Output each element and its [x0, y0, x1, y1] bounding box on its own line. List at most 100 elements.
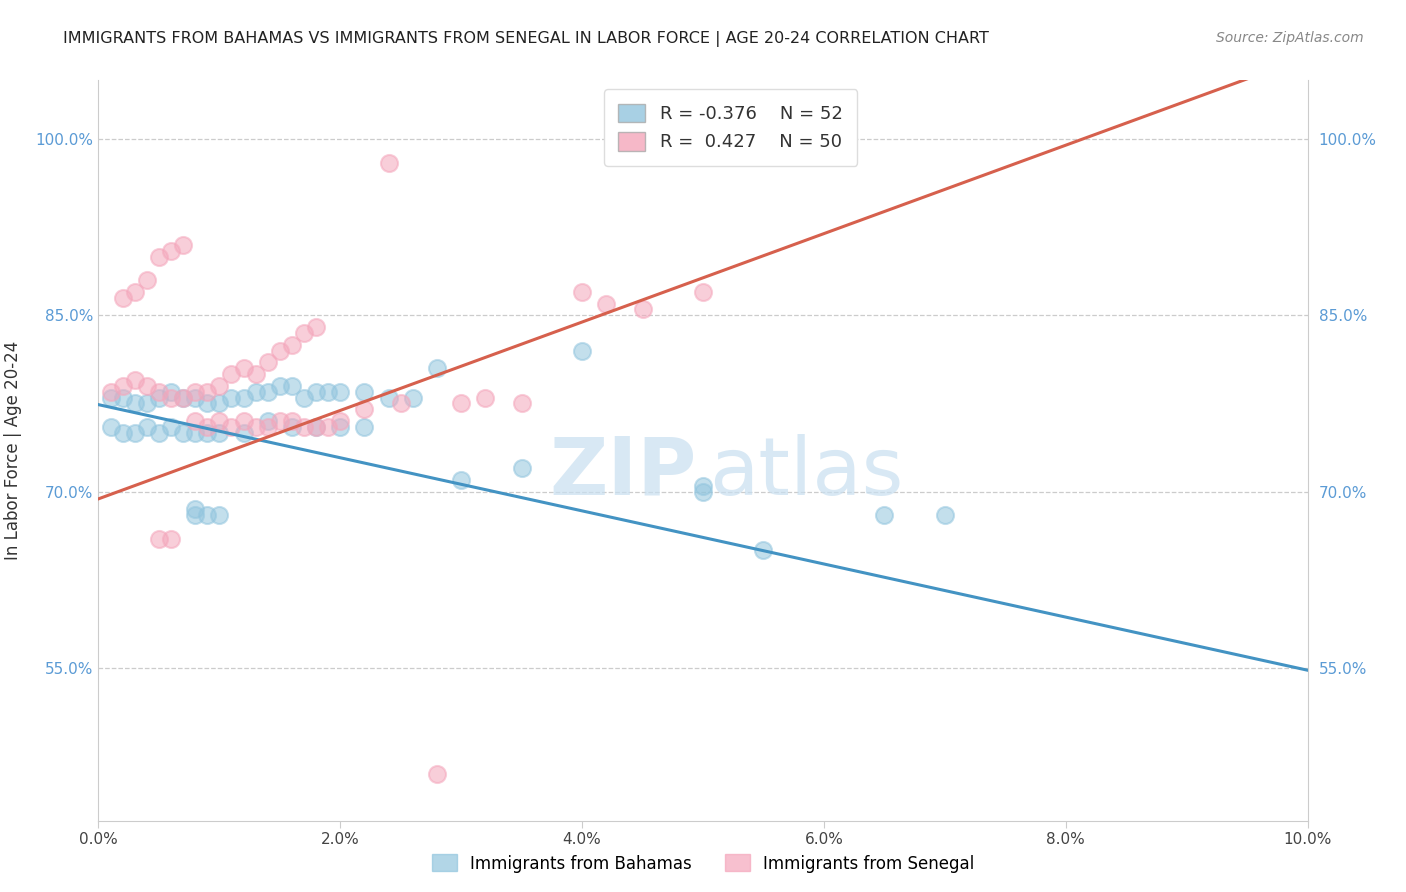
Point	[329, 414, 352, 428]
Point	[426, 361, 449, 376]
Point	[135, 273, 157, 287]
Point	[281, 414, 304, 428]
Point	[184, 502, 207, 516]
Point	[752, 543, 775, 558]
Point	[256, 420, 278, 434]
Point	[281, 337, 304, 351]
Point	[195, 384, 218, 399]
Point	[160, 420, 183, 434]
Point	[232, 361, 254, 376]
Point	[353, 420, 375, 434]
Point	[305, 384, 328, 399]
Point	[135, 379, 157, 393]
Point	[450, 473, 472, 487]
Point	[221, 391, 243, 405]
Point	[111, 379, 134, 393]
Point	[148, 425, 170, 440]
Point	[135, 396, 157, 410]
Point	[402, 391, 425, 405]
Point	[426, 766, 449, 780]
Point	[160, 244, 183, 258]
Point	[269, 343, 291, 358]
Point	[221, 367, 243, 381]
Point	[353, 384, 375, 399]
Point	[934, 508, 956, 522]
Point	[208, 414, 231, 428]
Point	[269, 414, 291, 428]
Point	[595, 296, 617, 310]
Point	[221, 420, 243, 434]
Text: atlas: atlas	[709, 434, 904, 512]
Point	[329, 420, 352, 434]
Point	[692, 479, 714, 493]
Point	[281, 379, 304, 393]
Point	[100, 391, 122, 405]
Point	[100, 420, 122, 434]
Point	[873, 508, 896, 522]
Text: IMMIGRANTS FROM BAHAMAS VS IMMIGRANTS FROM SENEGAL IN LABOR FORCE | AGE 20-24 CO: IMMIGRANTS FROM BAHAMAS VS IMMIGRANTS FR…	[63, 31, 990, 47]
Point	[124, 425, 146, 440]
Legend: R = -0.376    N = 52, R =  0.427    N = 50: R = -0.376 N = 52, R = 0.427 N = 50	[605, 89, 858, 166]
Point	[269, 379, 291, 393]
Point	[256, 355, 278, 369]
Point	[111, 391, 134, 405]
Point	[692, 484, 714, 499]
Legend: Immigrants from Bahamas, Immigrants from Senegal: Immigrants from Bahamas, Immigrants from…	[425, 847, 981, 880]
Point	[208, 425, 231, 440]
Point	[195, 425, 218, 440]
Point	[160, 384, 183, 399]
Point	[184, 508, 207, 522]
Point	[184, 425, 207, 440]
Text: Source: ZipAtlas.com: Source: ZipAtlas.com	[1216, 31, 1364, 45]
Point	[172, 237, 194, 252]
Point	[148, 391, 170, 405]
Point	[631, 302, 654, 317]
Point	[232, 425, 254, 440]
Point	[245, 367, 267, 381]
Y-axis label: In Labor Force | Age 20-24: In Labor Force | Age 20-24	[4, 341, 21, 560]
Point	[329, 384, 352, 399]
Point	[305, 320, 328, 334]
Point	[184, 414, 207, 428]
Point	[208, 396, 231, 410]
Point	[256, 384, 278, 399]
Point	[195, 508, 218, 522]
Point	[245, 384, 267, 399]
Point	[184, 391, 207, 405]
Point	[124, 396, 146, 410]
Point	[377, 155, 399, 169]
Point	[692, 285, 714, 299]
Point	[208, 379, 231, 393]
Point	[305, 420, 328, 434]
Point	[316, 420, 339, 434]
Point	[195, 420, 218, 434]
Point	[148, 250, 170, 264]
Point	[148, 532, 170, 546]
Point	[245, 420, 267, 434]
Point	[510, 396, 533, 410]
Point	[172, 391, 194, 405]
Point	[571, 343, 593, 358]
Point	[450, 396, 472, 410]
Point	[305, 420, 328, 434]
Point	[184, 384, 207, 399]
Point	[195, 396, 218, 410]
Point	[160, 391, 183, 405]
Point	[111, 291, 134, 305]
Point	[172, 391, 194, 405]
Point	[148, 384, 170, 399]
Point	[232, 391, 254, 405]
Point	[100, 384, 122, 399]
Point	[316, 384, 339, 399]
Point	[353, 402, 375, 417]
Text: ZIP: ZIP	[550, 434, 697, 512]
Point	[377, 391, 399, 405]
Point	[281, 420, 304, 434]
Point	[292, 391, 315, 405]
Point	[389, 396, 412, 410]
Point	[160, 532, 183, 546]
Point	[135, 420, 157, 434]
Point	[292, 420, 315, 434]
Point	[208, 508, 231, 522]
Point	[571, 285, 593, 299]
